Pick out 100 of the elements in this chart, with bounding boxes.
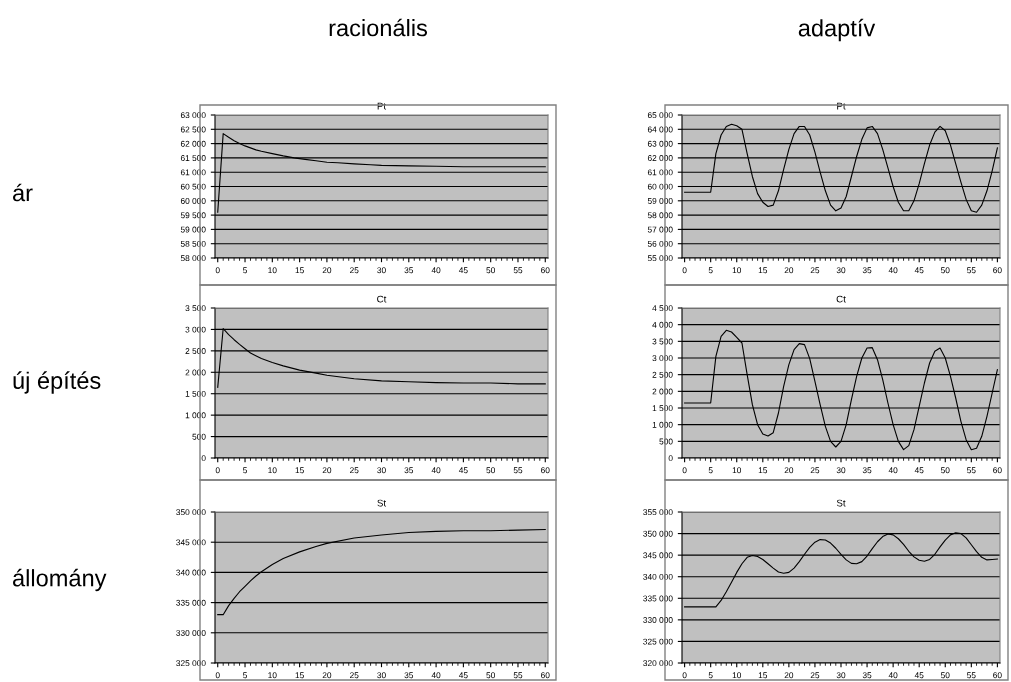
x-tick-label: 20: [322, 467, 332, 474]
x-tick-label: 0: [215, 672, 220, 679]
x-tick-label: 45: [914, 267, 924, 274]
y-tick-label: 59 000: [647, 198, 673, 204]
y-tick-label: 325 000: [643, 638, 673, 645]
y-tick-label: 57 000: [647, 226, 673, 233]
y-tick-label: 2 500: [652, 371, 673, 378]
x-tick-label: 10: [732, 672, 742, 679]
x-tick-label: 60: [541, 267, 550, 274]
x-tick-label: 15: [758, 467, 768, 474]
x-tick-label: 5: [243, 467, 247, 474]
y-tick-label: 2 000: [185, 369, 206, 376]
x-tick-label: 40: [431, 467, 441, 474]
text: racionális: [329, 18, 428, 37]
y-tick-label: 62 000: [180, 140, 206, 147]
y-tick-label: 65 000: [647, 112, 673, 119]
text: állomány: [13, 568, 107, 592]
y-tick-label: 3 000: [185, 326, 206, 333]
y-tick-label: 64 000: [647, 126, 673, 133]
x-tick-label: 15: [295, 267, 304, 274]
y-tick-label: 335 000: [176, 599, 206, 606]
x-tick-label: 50: [940, 267, 950, 274]
y-tick-label: 61 000: [647, 169, 673, 176]
x-tick-label: 5: [708, 267, 713, 274]
y-tick-label: 325 000: [176, 660, 206, 667]
x-tick-label: 45: [458, 672, 468, 679]
y-tick-label: 3 500: [185, 305, 206, 312]
x-tick-label: 55: [967, 672, 976, 679]
x-tick-label: 5: [243, 672, 247, 679]
x-tick-label: 0: [682, 672, 687, 679]
x-tick-label: 60: [993, 467, 1002, 474]
x-tick-label: 55: [967, 267, 976, 274]
y-tick-label: 4 500: [652, 305, 673, 312]
x-tick-label: 15: [758, 672, 768, 679]
y-tick-label: 3 000: [652, 355, 673, 362]
y-tick-label: 500: [659, 438, 673, 445]
x-tick-label: 15: [295, 467, 304, 474]
x-tick-label: 30: [377, 467, 386, 474]
x-tick-label: 55: [513, 672, 523, 679]
y-tick-label: 61 000: [180, 169, 206, 176]
x-tick-label: 5: [243, 267, 247, 274]
chart-title: St: [836, 499, 846, 507]
chart-title: Pt: [837, 102, 846, 110]
y-tick-label: 62 000: [647, 155, 673, 161]
text: új építés: [13, 371, 101, 394]
x-tick-label: 5: [708, 467, 713, 474]
x-tick-label: 20: [784, 267, 794, 274]
y-tick-label: 60 000: [180, 198, 206, 204]
y-tick-label: 350 000: [176, 509, 206, 516]
x-tick-label: 10: [268, 672, 277, 679]
x-tick-label: 60: [993, 672, 1002, 679]
x-tick-label: 25: [349, 467, 359, 474]
x-tick-label: 20: [322, 672, 332, 679]
chart-title: Pt: [377, 102, 387, 110]
x-tick-label: 35: [862, 467, 872, 474]
x-tick-label: 60: [993, 267, 1002, 274]
y-tick-label: 60 000: [647, 183, 673, 190]
x-tick-label: 45: [914, 672, 924, 679]
x-tick-label: 50: [486, 267, 495, 274]
x-tick-label: 20: [322, 267, 332, 274]
x-tick-label: 40: [888, 467, 898, 474]
x-tick-label: 35: [862, 267, 872, 274]
y-tick-label: 58 500: [180, 240, 206, 247]
x-tick-label: 5: [708, 672, 713, 679]
x-tick-label: 30: [377, 267, 386, 274]
y-tick-label: 2 000: [652, 388, 673, 395]
y-tick-label: 63 000: [647, 140, 673, 147]
text: ár: [13, 183, 33, 202]
y-tick-label: 320 000: [643, 660, 673, 667]
x-tick-label: 25: [349, 672, 359, 679]
x-tick-label: 45: [458, 467, 468, 474]
x-tick-label: 35: [404, 672, 414, 679]
y-tick-label: 340 000: [176, 569, 206, 576]
x-tick-label: 30: [836, 672, 846, 679]
x-tick-label: 40: [888, 267, 898, 274]
x-tick-label: 45: [458, 267, 468, 274]
x-tick-label: 25: [349, 267, 359, 274]
x-tick-label: 15: [758, 267, 768, 274]
x-tick-label: 25: [810, 267, 820, 274]
y-tick-label: 2 500: [185, 348, 206, 354]
x-tick-label: 60: [541, 467, 550, 474]
x-tick-label: 20: [784, 672, 794, 679]
x-tick-label: 55: [513, 467, 523, 474]
x-tick-label: 10: [268, 267, 277, 274]
y-tick-label: 59 000: [180, 226, 206, 233]
x-tick-label: 10: [732, 467, 742, 474]
y-tick-label: 1 500: [652, 405, 673, 412]
text: adaptív: [798, 18, 876, 42]
x-tick-label: 0: [682, 267, 687, 274]
x-tick-label: 60: [541, 672, 550, 679]
y-tick-label: 355 000: [643, 509, 673, 516]
x-tick-label: 55: [513, 267, 523, 274]
y-tick-label: 58 000: [180, 255, 206, 262]
y-tick-label: 500: [192, 433, 206, 440]
x-tick-label: 30: [836, 467, 846, 474]
x-tick-label: 50: [486, 467, 495, 474]
x-tick-label: 20: [784, 467, 794, 474]
x-tick-label: 55: [967, 467, 976, 474]
x-tick-label: 40: [888, 672, 898, 679]
x-tick-label: 25: [810, 467, 820, 474]
